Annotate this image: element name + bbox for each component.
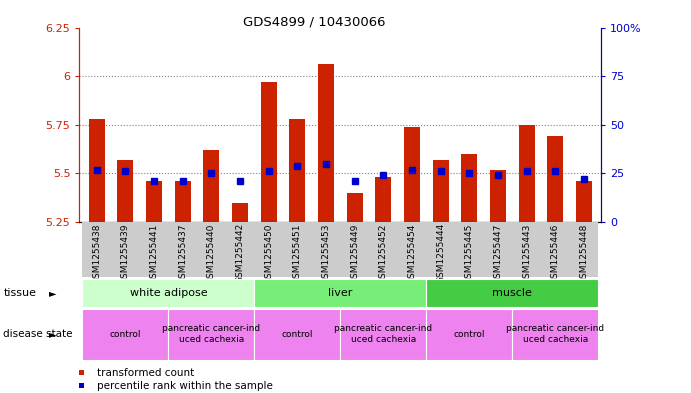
Text: ►: ► bbox=[50, 288, 57, 298]
Bar bbox=[426, 279, 598, 307]
Bar bbox=[426, 222, 455, 277]
Text: disease state: disease state bbox=[3, 329, 73, 339]
Bar bbox=[318, 64, 334, 222]
Bar bbox=[140, 222, 169, 277]
Text: pancreatic cancer-ind
uced cachexia: pancreatic cancer-ind uced cachexia bbox=[162, 324, 261, 344]
Bar bbox=[484, 222, 512, 277]
Bar bbox=[404, 127, 420, 222]
Bar bbox=[203, 150, 219, 222]
Text: GSM1255448: GSM1255448 bbox=[580, 223, 589, 283]
Text: control: control bbox=[453, 330, 485, 338]
Text: control: control bbox=[281, 330, 313, 338]
Text: GDS4899 / 10430066: GDS4899 / 10430066 bbox=[243, 16, 386, 29]
Text: GSM1255440: GSM1255440 bbox=[207, 223, 216, 283]
Bar bbox=[569, 222, 598, 277]
Bar bbox=[254, 279, 426, 307]
Text: GSM1255442: GSM1255442 bbox=[236, 223, 245, 283]
Bar bbox=[117, 160, 133, 222]
Bar bbox=[88, 119, 104, 222]
Bar bbox=[490, 169, 506, 222]
Bar bbox=[254, 309, 340, 360]
Bar bbox=[261, 82, 276, 222]
Bar bbox=[426, 309, 512, 360]
Bar bbox=[82, 222, 111, 277]
Text: GSM1255445: GSM1255445 bbox=[465, 223, 474, 283]
Text: liver: liver bbox=[328, 288, 352, 298]
Text: GSM1255453: GSM1255453 bbox=[321, 223, 330, 284]
Text: GSM1255439: GSM1255439 bbox=[121, 223, 130, 284]
Bar bbox=[340, 309, 426, 360]
Text: GSM1255452: GSM1255452 bbox=[379, 223, 388, 283]
Bar bbox=[519, 125, 535, 222]
Bar bbox=[82, 279, 254, 307]
Text: GSM1255447: GSM1255447 bbox=[493, 223, 502, 283]
Bar bbox=[82, 309, 169, 360]
Bar bbox=[462, 154, 477, 222]
Text: percentile rank within the sample: percentile rank within the sample bbox=[97, 381, 273, 391]
Bar bbox=[175, 181, 191, 222]
Text: tissue: tissue bbox=[3, 288, 37, 298]
Text: GSM1255437: GSM1255437 bbox=[178, 223, 187, 284]
Bar bbox=[576, 181, 592, 222]
Bar bbox=[146, 181, 162, 222]
Bar bbox=[111, 222, 140, 277]
Bar bbox=[340, 222, 369, 277]
Bar bbox=[433, 160, 448, 222]
Bar bbox=[547, 136, 563, 222]
Text: pancreatic cancer-ind
uced cachexia: pancreatic cancer-ind uced cachexia bbox=[334, 324, 433, 344]
Text: ►: ► bbox=[50, 329, 57, 339]
Bar bbox=[347, 193, 363, 222]
Text: GSM1255444: GSM1255444 bbox=[436, 223, 445, 283]
Bar bbox=[369, 222, 397, 277]
Bar bbox=[283, 222, 312, 277]
Text: white adipose: white adipose bbox=[129, 288, 207, 298]
Text: GSM1255443: GSM1255443 bbox=[522, 223, 531, 283]
Text: GSM1255449: GSM1255449 bbox=[350, 223, 359, 283]
Text: control: control bbox=[110, 330, 141, 338]
Text: GSM1255441: GSM1255441 bbox=[149, 223, 158, 283]
Text: transformed count: transformed count bbox=[97, 368, 194, 378]
Text: GSM1255446: GSM1255446 bbox=[551, 223, 560, 283]
Text: GSM1255438: GSM1255438 bbox=[92, 223, 101, 284]
Bar bbox=[226, 222, 254, 277]
Bar bbox=[197, 222, 226, 277]
Bar bbox=[169, 222, 197, 277]
Bar bbox=[254, 222, 283, 277]
Bar bbox=[512, 309, 598, 360]
Bar bbox=[375, 177, 391, 222]
Text: pancreatic cancer-ind
uced cachexia: pancreatic cancer-ind uced cachexia bbox=[507, 324, 605, 344]
Text: GSM1255454: GSM1255454 bbox=[408, 223, 417, 283]
Bar bbox=[512, 222, 541, 277]
Bar bbox=[290, 119, 305, 222]
Bar bbox=[541, 222, 569, 277]
Text: GSM1255450: GSM1255450 bbox=[264, 223, 273, 284]
Bar bbox=[169, 309, 254, 360]
Bar bbox=[455, 222, 484, 277]
Bar bbox=[312, 222, 340, 277]
Text: GSM1255451: GSM1255451 bbox=[293, 223, 302, 284]
Bar bbox=[232, 203, 248, 222]
Bar bbox=[397, 222, 426, 277]
Text: muscle: muscle bbox=[493, 288, 532, 298]
